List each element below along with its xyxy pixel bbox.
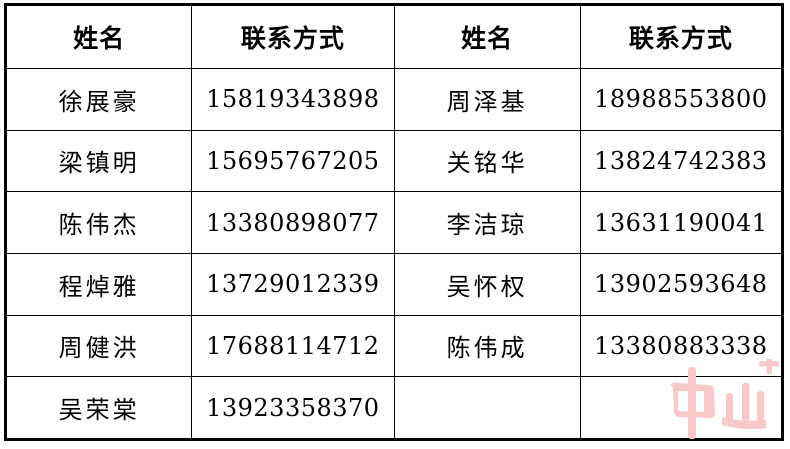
cell-phone-left: 13380898077 [191, 191, 395, 254]
cell-name-left: 徐展豪 [3, 68, 193, 131]
column-header-name-left: 姓名 [3, 3, 193, 69]
cell-phone-right-empty [579, 376, 785, 441]
cell-phone-left: 15695767205 [191, 129, 395, 193]
cell-phone-left: 15819343898 [191, 68, 395, 131]
contact-table: 姓名 联系方式 姓名 联系方式 徐展豪 15819343898 周泽基 1898… [3, 3, 785, 441]
table-body: 徐展豪 15819343898 周泽基 18988553800 梁镇明 1569… [3, 68, 785, 441]
cell-phone-right: 13380883338 [579, 314, 785, 378]
column-header-phone-left: 联系方式 [191, 3, 395, 69]
column-header-name-right: 姓名 [393, 3, 581, 69]
table-row: 程焯雅 13729012339 吴怀权 13902593648 [3, 252, 785, 316]
cell-phone-right: 13631190041 [579, 191, 785, 254]
cell-name-right: 陈伟成 [393, 314, 581, 378]
cell-phone-right: 18988553800 [579, 68, 785, 131]
cell-name-right: 吴怀权 [393, 252, 581, 316]
table-row: 陈伟杰 13380898077 李洁琼 13631190041 [3, 191, 785, 254]
table-row: 徐展豪 15819343898 周泽基 18988553800 [3, 68, 785, 131]
cell-name-left: 吴荣棠 [3, 376, 193, 441]
cell-phone-left: 17688114712 [191, 314, 395, 378]
column-header-phone-right: 联系方式 [579, 3, 785, 69]
cell-name-right-empty [393, 376, 581, 441]
table-header: 姓名 联系方式 姓名 联系方式 [3, 3, 785, 69]
table-row: 梁镇明 15695767205 关铭华 13824742383 [3, 129, 785, 193]
cell-phone-right: 13902593648 [579, 252, 785, 316]
table-row: 吴荣棠 13923358370 [3, 376, 785, 441]
cell-phone-right: 13824742383 [579, 129, 785, 193]
cell-name-left: 周健洪 [3, 314, 193, 378]
cell-phone-left: 13729012339 [191, 252, 395, 316]
cell-phone-left: 13923358370 [191, 376, 395, 441]
cell-name-right: 李洁琼 [393, 191, 581, 254]
table-row: 周健洪 17688114712 陈伟成 13380883338 [3, 314, 785, 378]
cell-name-right: 关铭华 [393, 129, 581, 193]
cell-name-left: 程焯雅 [3, 252, 193, 316]
cell-name-left: 梁镇明 [3, 129, 193, 193]
cell-name-left: 陈伟杰 [3, 191, 193, 254]
cell-name-right: 周泽基 [393, 68, 581, 131]
header-row: 姓名 联系方式 姓名 联系方式 [3, 3, 785, 69]
